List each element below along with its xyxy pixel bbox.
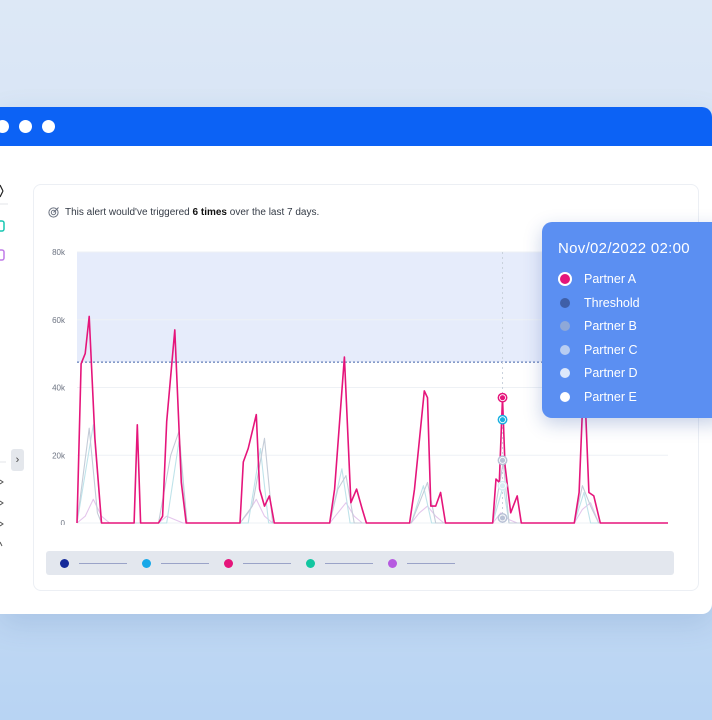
chevron-right-icon: ›	[15, 454, 20, 466]
series-dot-icon	[224, 558, 233, 568]
alert-trigger-count: 6 times	[192, 207, 227, 218]
series-dot-icon	[388, 558, 397, 568]
legend-item[interactable]	[224, 558, 291, 568]
hover-marker-fill	[499, 515, 506, 521]
hover-marker-fill	[499, 395, 506, 401]
tooltip-row-label: Partner D	[584, 366, 638, 381]
alert-text-prefix: This alert would've triggered	[65, 207, 193, 218]
sidebar	[0, 146, 30, 614]
y-tick-label: 40k	[52, 384, 66, 393]
sidebar-app-icon	[0, 220, 5, 232]
series-dot-icon	[142, 558, 151, 568]
tooltip-row: Threshold	[560, 296, 640, 310]
window-titlebar	[0, 107, 712, 146]
hover-marker-fill	[499, 483, 506, 489]
series-dot-icon	[60, 558, 69, 568]
series-dot-icon	[560, 344, 570, 355]
series-dot-icon	[560, 274, 570, 284]
series-dot-icon	[560, 392, 570, 402]
alert-text-suffix: over the last 7 days.	[227, 207, 320, 218]
tooltip-row: Partner D	[560, 366, 638, 380]
legend-item[interactable]	[306, 558, 373, 568]
sidebar-nav-icon	[0, 541, 3, 547]
tooltip-row-label: Threshold	[584, 295, 640, 310]
window-dot-icon[interactable]	[0, 120, 9, 133]
target-icon	[48, 207, 59, 218]
legend-placeholder-line	[243, 562, 291, 564]
tooltip-row: Partner E	[560, 390, 637, 404]
sidebar-logo-icon	[0, 184, 4, 198]
tooltip-row-label: Partner A	[584, 272, 637, 286]
sidebar-icons	[0, 184, 8, 547]
legend-placeholder-line	[79, 562, 127, 564]
hover-marker-fill	[499, 417, 506, 423]
chart-legend	[46, 551, 674, 575]
sidebar-app-icon	[0, 249, 5, 261]
tooltip-title: Nov/02/2022 02:00	[558, 240, 690, 257]
legend-placeholder-line	[407, 562, 455, 564]
legend-placeholder-line	[161, 562, 209, 564]
hover-marker-fill	[499, 457, 506, 463]
tooltip-row-label: Partner C	[584, 342, 638, 357]
chart-tooltip: Nov/02/2022 02:00 Partner A Threshold Part…	[542, 222, 712, 418]
series-line-partner-d	[76, 498, 668, 524]
series-dot-icon	[560, 297, 570, 308]
tooltip-row-label: Partner B	[584, 319, 637, 334]
series-line-partner-a	[76, 315, 668, 524]
y-tick-label: 0	[61, 519, 66, 525]
sidebar-nav-icon	[0, 479, 4, 485]
tooltip-row: Partner C	[560, 343, 638, 357]
sidebar-nav-icon	[0, 521, 4, 527]
window-dot-icon[interactable]	[42, 120, 55, 133]
tooltip-row: Partner A	[560, 272, 636, 286]
tooltip-row: Partner B	[560, 319, 637, 333]
sidebar-nav-icon	[0, 500, 4, 506]
y-tick-label: 20k	[52, 451, 66, 460]
series-dot-icon	[560, 321, 570, 332]
legend-placeholder-line	[325, 562, 373, 564]
y-tick-label: 60k	[52, 316, 66, 325]
window-dot-icon[interactable]	[19, 120, 32, 133]
legend-item[interactable]	[388, 558, 455, 568]
legend-item[interactable]	[142, 558, 209, 568]
tooltip-row-label: Partner E	[584, 390, 637, 404]
y-tick-label: 80k	[52, 248, 66, 257]
series-dot-icon	[306, 558, 315, 568]
legend-item[interactable]	[60, 558, 127, 568]
sidebar-expand-button[interactable]: ›	[11, 449, 24, 471]
series-dot-icon	[560, 368, 570, 379]
alert-summary: This alert would've triggered 6 times ov…	[48, 207, 319, 218]
